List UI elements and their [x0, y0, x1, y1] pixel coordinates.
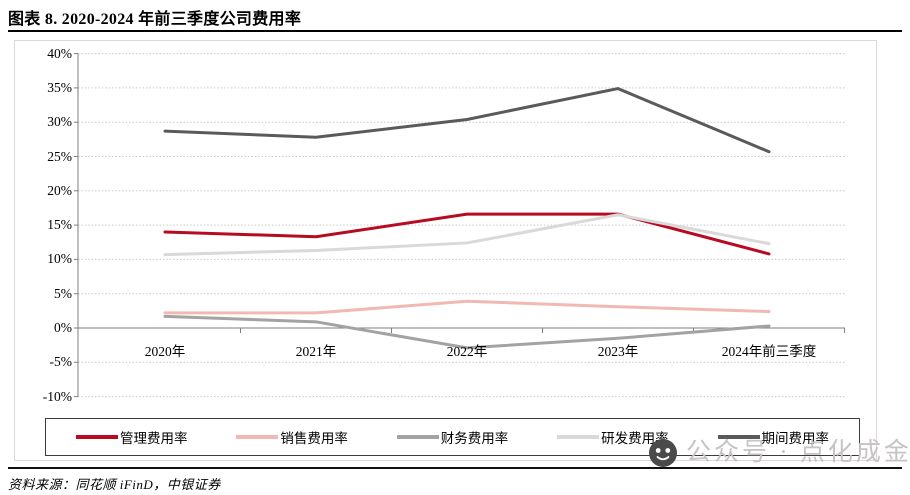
x-tick-label: 2021年	[295, 344, 337, 359]
legend-label: 管理费用率	[120, 431, 188, 446]
y-tick-label: 10%	[47, 251, 72, 267]
y-tick-label: 30%	[47, 114, 72, 130]
x-tick-label: 2020年	[144, 344, 186, 359]
y-tick-label: 40%	[47, 45, 72, 61]
y-tick-label: 35%	[47, 79, 72, 95]
y-tick-label: 0%	[54, 320, 72, 335]
y-tick-label: 25%	[47, 148, 72, 164]
legend-swatch	[396, 435, 439, 439]
legend-item: 管理费用率	[76, 427, 188, 447]
legend-item: 期间费用率	[717, 427, 830, 447]
watermark: 公众号 · 点化成金	[648, 438, 910, 468]
legend-item: 研发费用率	[557, 427, 669, 447]
legend-swatch	[236, 435, 279, 439]
legend-swatch	[717, 435, 760, 439]
x-tick-label: 2022年	[446, 344, 488, 359]
chart-legend: 管理费用率 销售费用率 财务费用率 研发费用率 期间费用率	[45, 418, 860, 456]
legend-item: 销售费用率	[236, 427, 348, 447]
wechat-official-account-icon	[649, 439, 677, 467]
page-title: 图表 8. 2020-2024 年前三季度公司费用率	[8, 11, 302, 28]
legend-swatch	[557, 435, 600, 439]
legend-label: 销售费用率	[280, 431, 348, 446]
source-note: 资料来源：同花顺 iFinD，中银证券	[8, 477, 221, 492]
legend-label: 期间费用率	[761, 431, 830, 446]
y-tick-label: 5%	[54, 285, 72, 301]
legend-label: 财务费用率	[440, 431, 509, 446]
y-tick-label: 15%	[47, 217, 72, 233]
x-tick-label: 2024年前三季度	[721, 344, 817, 359]
watermark-text: 公众号 · 点化成金	[686, 439, 910, 466]
chart-figure	[14, 40, 877, 461]
legend-item: 财务费用率	[396, 427, 509, 447]
footer-divider	[8, 467, 902, 469]
legend-swatch	[76, 435, 118, 439]
y-tick-label: -10%	[42, 388, 72, 404]
x-tick-label: 2023年	[597, 344, 639, 359]
y-tick-label: 20%	[47, 182, 72, 198]
y-tick-label: -5%	[49, 354, 73, 370]
legend-label: 研发费用率	[601, 431, 669, 446]
title-divider	[8, 30, 902, 32]
